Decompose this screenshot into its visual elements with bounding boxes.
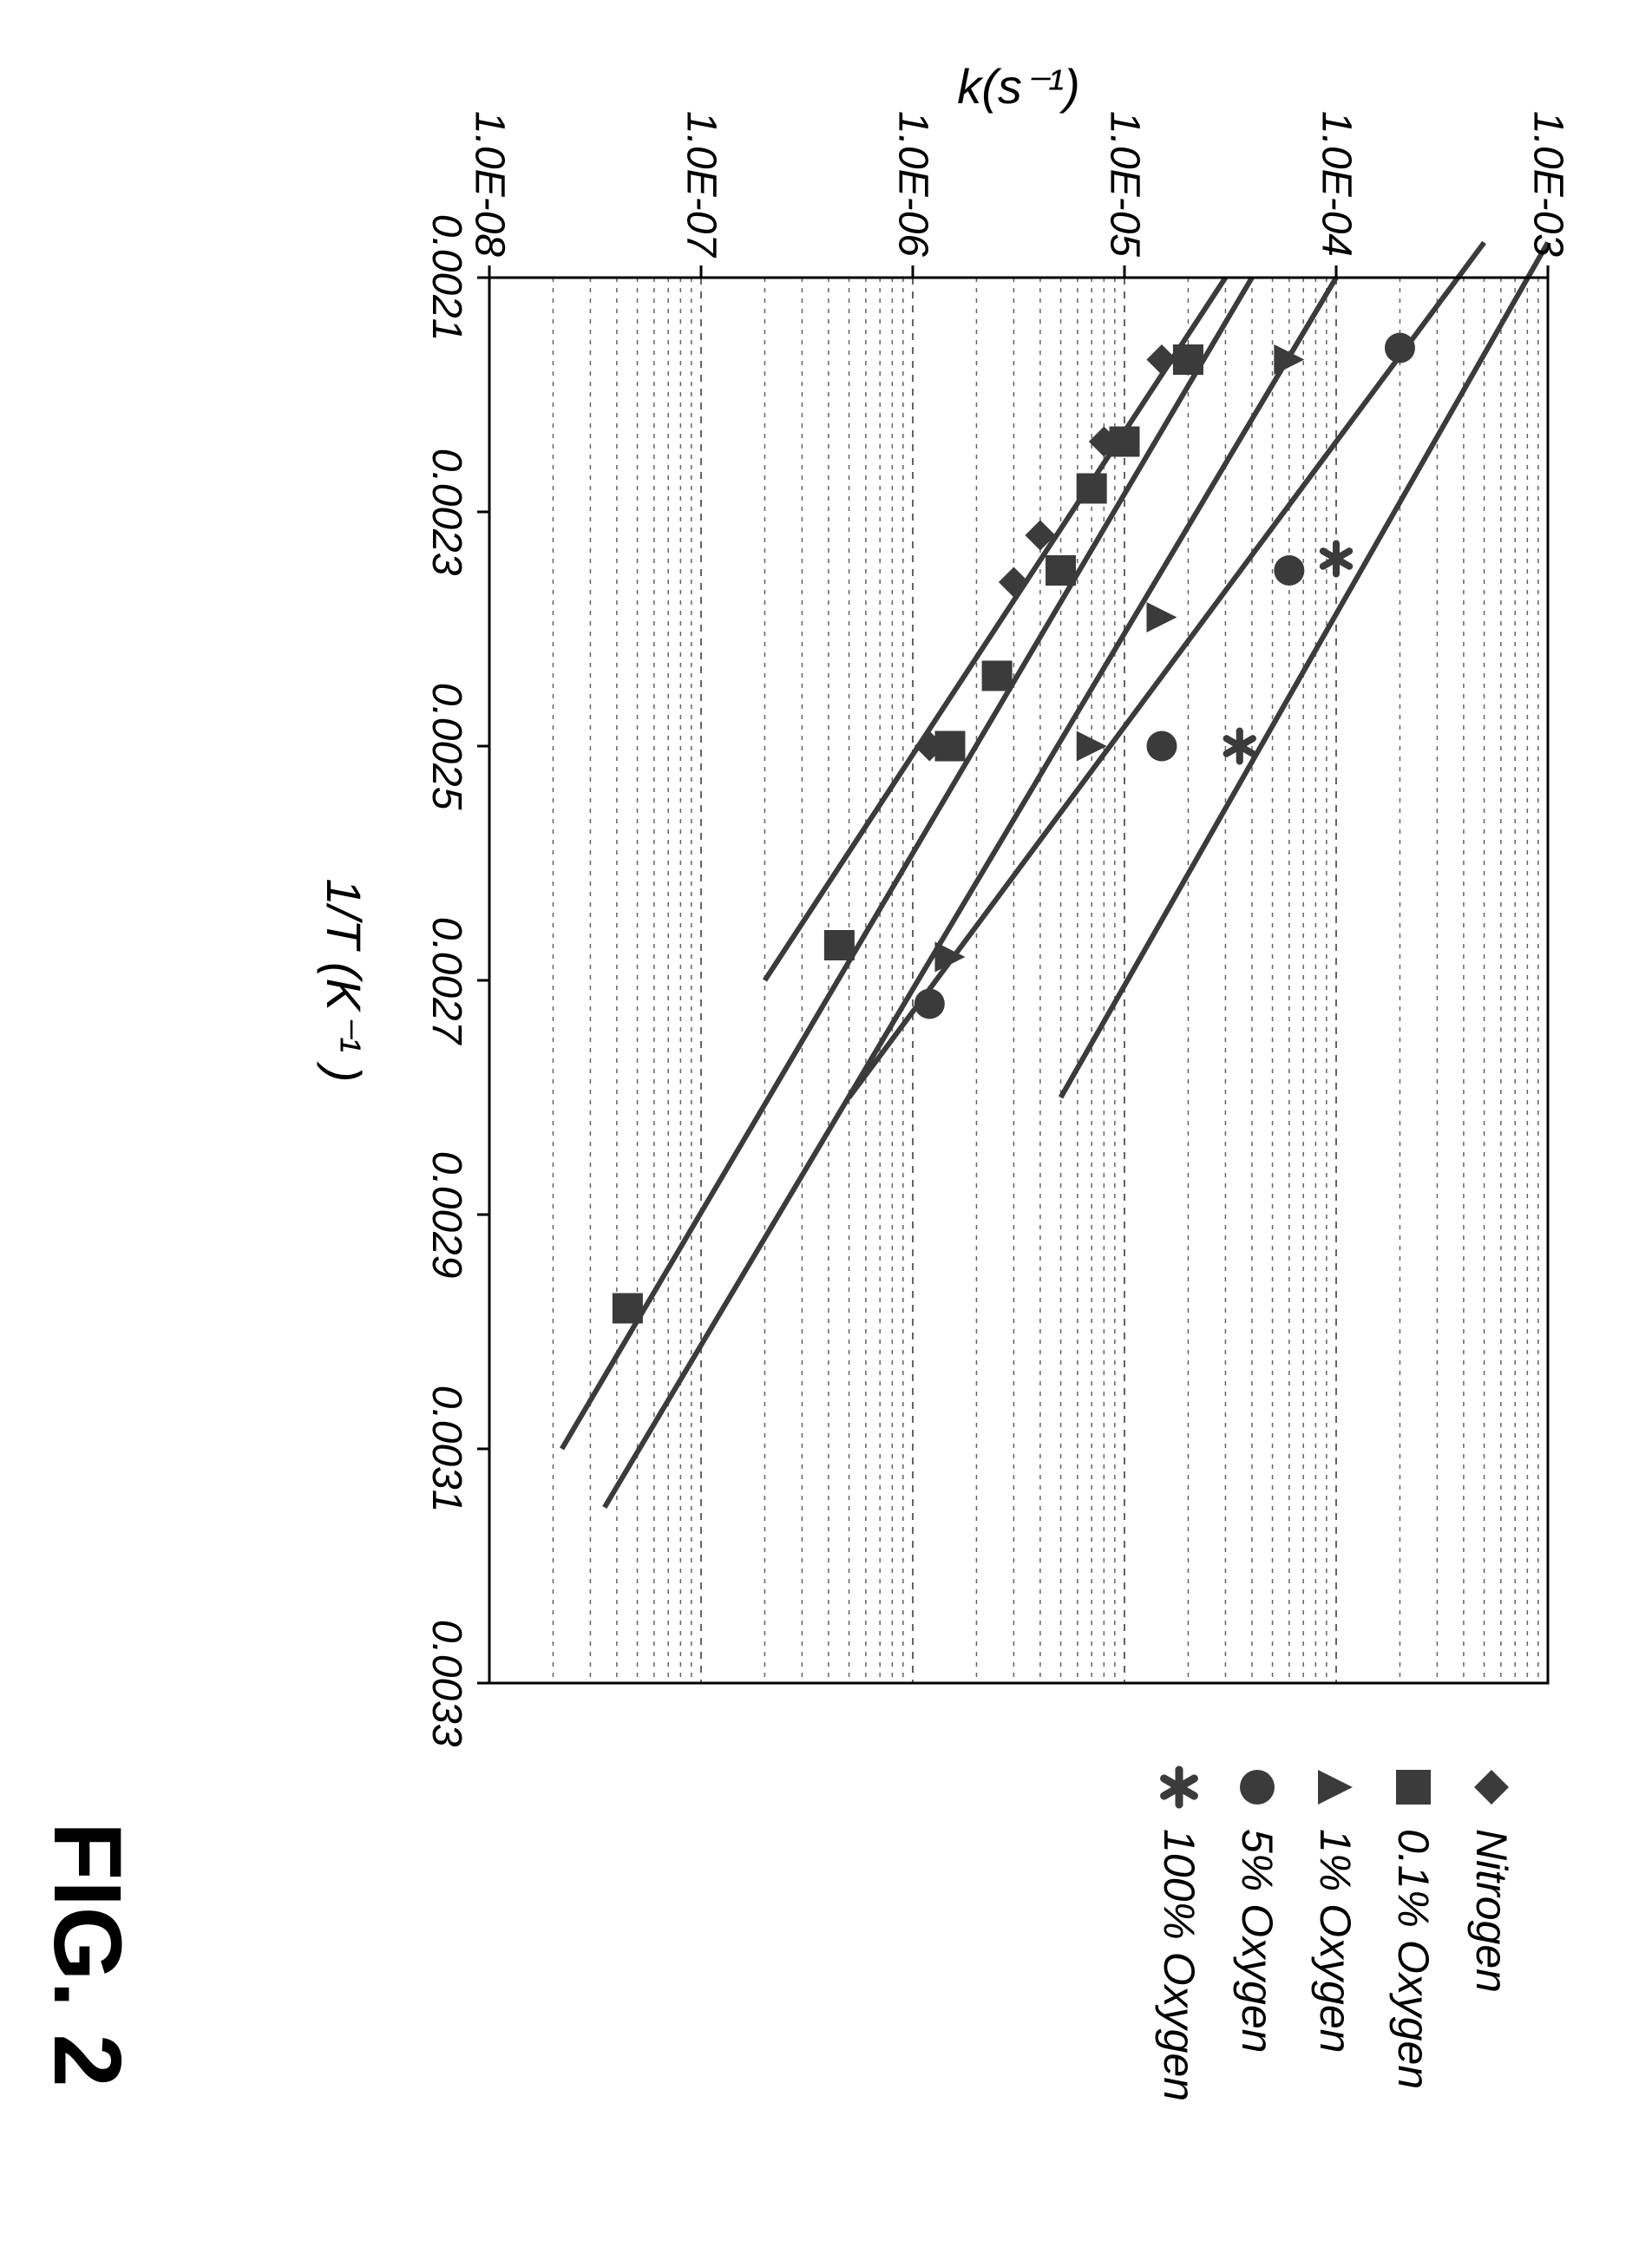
diamond-icon [1465,1761,1518,1813]
y-tick-label: 1.0E-05 [1101,111,1149,257]
legend: Nitrogen 0.1% Oxygen 1% Oxygen 5% Oxygen 100… [1140,1761,1531,2101]
y-tick-label: 1.0E-08 [466,111,514,257]
y-axis-label: k(s⁻¹) [957,58,1080,115]
star-icon [1153,1761,1205,1813]
legend-label: 100% Oxygen [1154,1829,1204,2101]
x-tick-label: 0.0021 [423,214,470,342]
x-tick-label: 0.0027 [423,917,470,1045]
triangle-icon [1309,1761,1361,1813]
x-tick-label: 0.0031 [423,1386,470,1513]
x-tick-label: 0.0033 [423,1620,470,1747]
x-axis-label: 1/T (K⁻¹ ) [315,879,372,1083]
legend-label: 1% Oxygen [1310,1829,1360,2053]
legend-item: 100% Oxygen [1140,1761,1218,2101]
figure-caption: FIG. 2 [32,1822,142,2087]
x-tick-label: 0.0023 [423,449,470,576]
legend-item: 1% Oxygen [1296,1761,1374,2101]
legend-label: 5% Oxygen [1232,1829,1282,2053]
legend-item: Nitrogen [1452,1761,1531,2101]
y-tick-label: 1.0E-06 [889,111,937,257]
page: 0.0021 0.0023 0.0025 0.0027 0.0029 0.0031 0.00… [0,0,1652,2247]
legend-item: 0.1% Oxygen [1374,1761,1452,2101]
chart-rotated-wrap: 0.0021 0.0023 0.0025 0.0027 0.0029 0.0031 0.00… [0,0,1652,2247]
legend-item: 5% Oxygen [1218,1761,1296,2101]
x-tick-label: 0.0025 [423,683,470,810]
y-tick-label: 1.0E-07 [678,111,725,257]
legend-label: Nitrogen [1466,1829,1517,1993]
y-tick-label: 1.0E-03 [1524,111,1572,257]
x-tick-label: 0.0029 [423,1151,470,1279]
legend-label: 0.1% Oxygen [1388,1829,1439,2089]
circle-icon [1231,1761,1283,1813]
square-icon [1387,1761,1439,1813]
y-tick-label: 1.0E-04 [1313,111,1360,257]
